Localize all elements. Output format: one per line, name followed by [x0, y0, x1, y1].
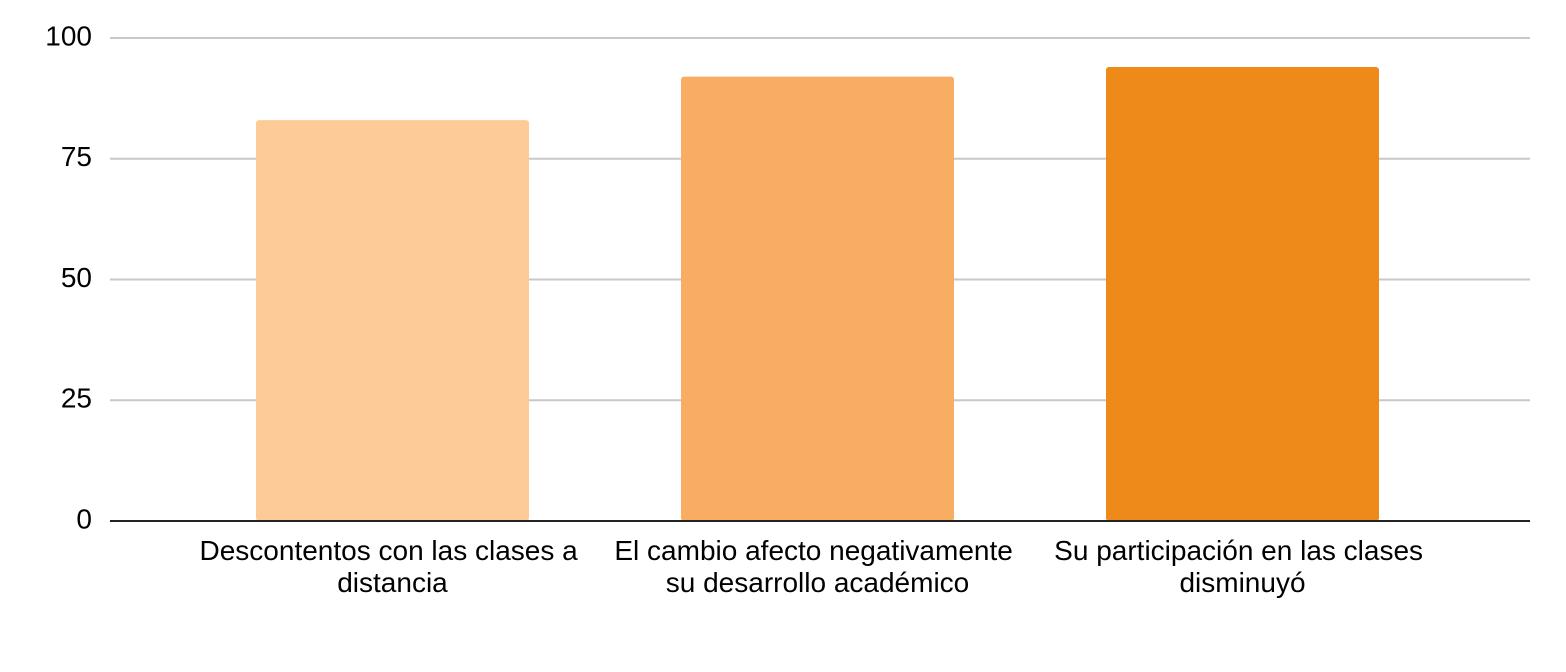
y-tick-label: 100: [45, 20, 92, 51]
x-tick-label: El cambio afecto negativamente su desarr…: [614, 535, 1020, 598]
bar: [1106, 66, 1379, 521]
y-tick-label: 75: [61, 141, 92, 172]
bar: [681, 76, 954, 521]
bar: [256, 120, 529, 522]
y-tick-label: 25: [61, 383, 92, 414]
x-tick-label: Su participación en las clases disminuyó: [1054, 535, 1431, 598]
x-tick-label: Descontentos con las clases a distancia: [200, 535, 586, 598]
y-tick-label: 0: [76, 503, 92, 534]
y-tick-label: 50: [61, 262, 92, 293]
